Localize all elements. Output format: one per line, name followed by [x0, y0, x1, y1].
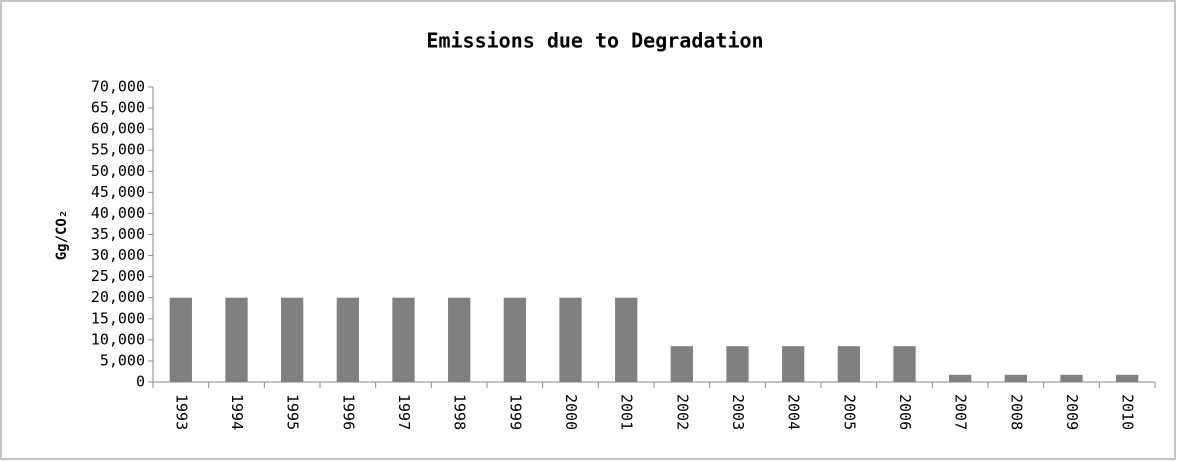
- x-tick-label: 2007: [952, 394, 970, 430]
- x-tick-label: 1996: [339, 394, 357, 430]
- x-tick-label: 1997: [395, 394, 413, 430]
- x-tick-label: 2003: [729, 394, 747, 430]
- x-tick-label: 1995: [284, 394, 302, 430]
- bar: [615, 297, 638, 382]
- bar: [782, 346, 805, 382]
- bar: [1004, 374, 1027, 382]
- y-tick-label: 65,000: [91, 99, 145, 117]
- y-tick-label: 35,000: [91, 225, 145, 243]
- x-tick-label: 2004: [785, 394, 803, 430]
- x-tick-label: 2010: [1119, 394, 1137, 430]
- bar: [281, 297, 304, 382]
- bar: [448, 297, 471, 382]
- bar: [225, 297, 248, 382]
- y-tick-label: 40,000: [91, 204, 145, 222]
- bar: [336, 297, 359, 382]
- x-tick-label: 1993: [172, 394, 190, 430]
- y-tick-label: 45,000: [91, 183, 145, 201]
- y-tick-label: 20,000: [91, 288, 145, 306]
- y-axis-title: Gg/CO₂: [54, 210, 70, 261]
- y-tick-label: 25,000: [91, 267, 145, 285]
- bar: [1116, 374, 1139, 382]
- bar: [949, 374, 972, 382]
- y-tick-label: 5,000: [100, 351, 145, 369]
- bar: [1060, 374, 1083, 382]
- y-tick-label: 30,000: [91, 246, 145, 264]
- x-tick-label: 2005: [840, 394, 858, 430]
- y-tick-label: 0: [136, 373, 145, 391]
- y-tick-label: 15,000: [91, 309, 145, 327]
- x-tick-label: 2006: [896, 394, 914, 430]
- chart-title: Emissions due to Degradation: [426, 29, 763, 53]
- bar: [392, 297, 415, 382]
- y-tick-label: 50,000: [91, 162, 145, 180]
- bar: [503, 297, 526, 382]
- x-tick-label: 1998: [451, 394, 469, 430]
- x-tick-label: 2001: [618, 394, 636, 430]
- y-tick-label: 10,000: [91, 330, 145, 348]
- x-tick-label: 2008: [1007, 394, 1025, 430]
- y-tick-label: 70,000: [91, 78, 145, 96]
- x-tick-label: 1999: [506, 394, 524, 430]
- x-tick-label: 2009: [1063, 394, 1081, 430]
- y-tick-label: 55,000: [91, 141, 145, 159]
- bar: [670, 346, 693, 382]
- y-tick-label: 60,000: [91, 120, 145, 138]
- bar: [726, 346, 749, 382]
- bar: [837, 346, 860, 382]
- x-tick-label: 1994: [228, 394, 246, 430]
- x-tick-label: 2000: [562, 394, 580, 430]
- bar: [169, 297, 192, 382]
- x-tick-label: 2002: [673, 394, 691, 430]
- bar: [893, 346, 916, 382]
- bar: [559, 297, 582, 382]
